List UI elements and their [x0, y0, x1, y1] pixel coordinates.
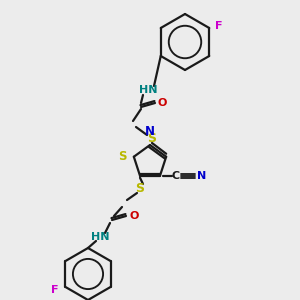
Text: HN: HN — [139, 85, 157, 95]
Text: S: S — [118, 150, 127, 163]
Text: O: O — [129, 211, 138, 221]
Text: O: O — [158, 98, 167, 108]
Text: F: F — [215, 21, 223, 31]
Text: N: N — [197, 171, 206, 181]
Text: C: C — [172, 171, 180, 181]
Text: S: S — [136, 182, 145, 194]
Text: S: S — [148, 131, 157, 145]
Text: HN: HN — [91, 232, 109, 242]
Text: F: F — [51, 285, 59, 295]
Text: N: N — [145, 125, 155, 138]
